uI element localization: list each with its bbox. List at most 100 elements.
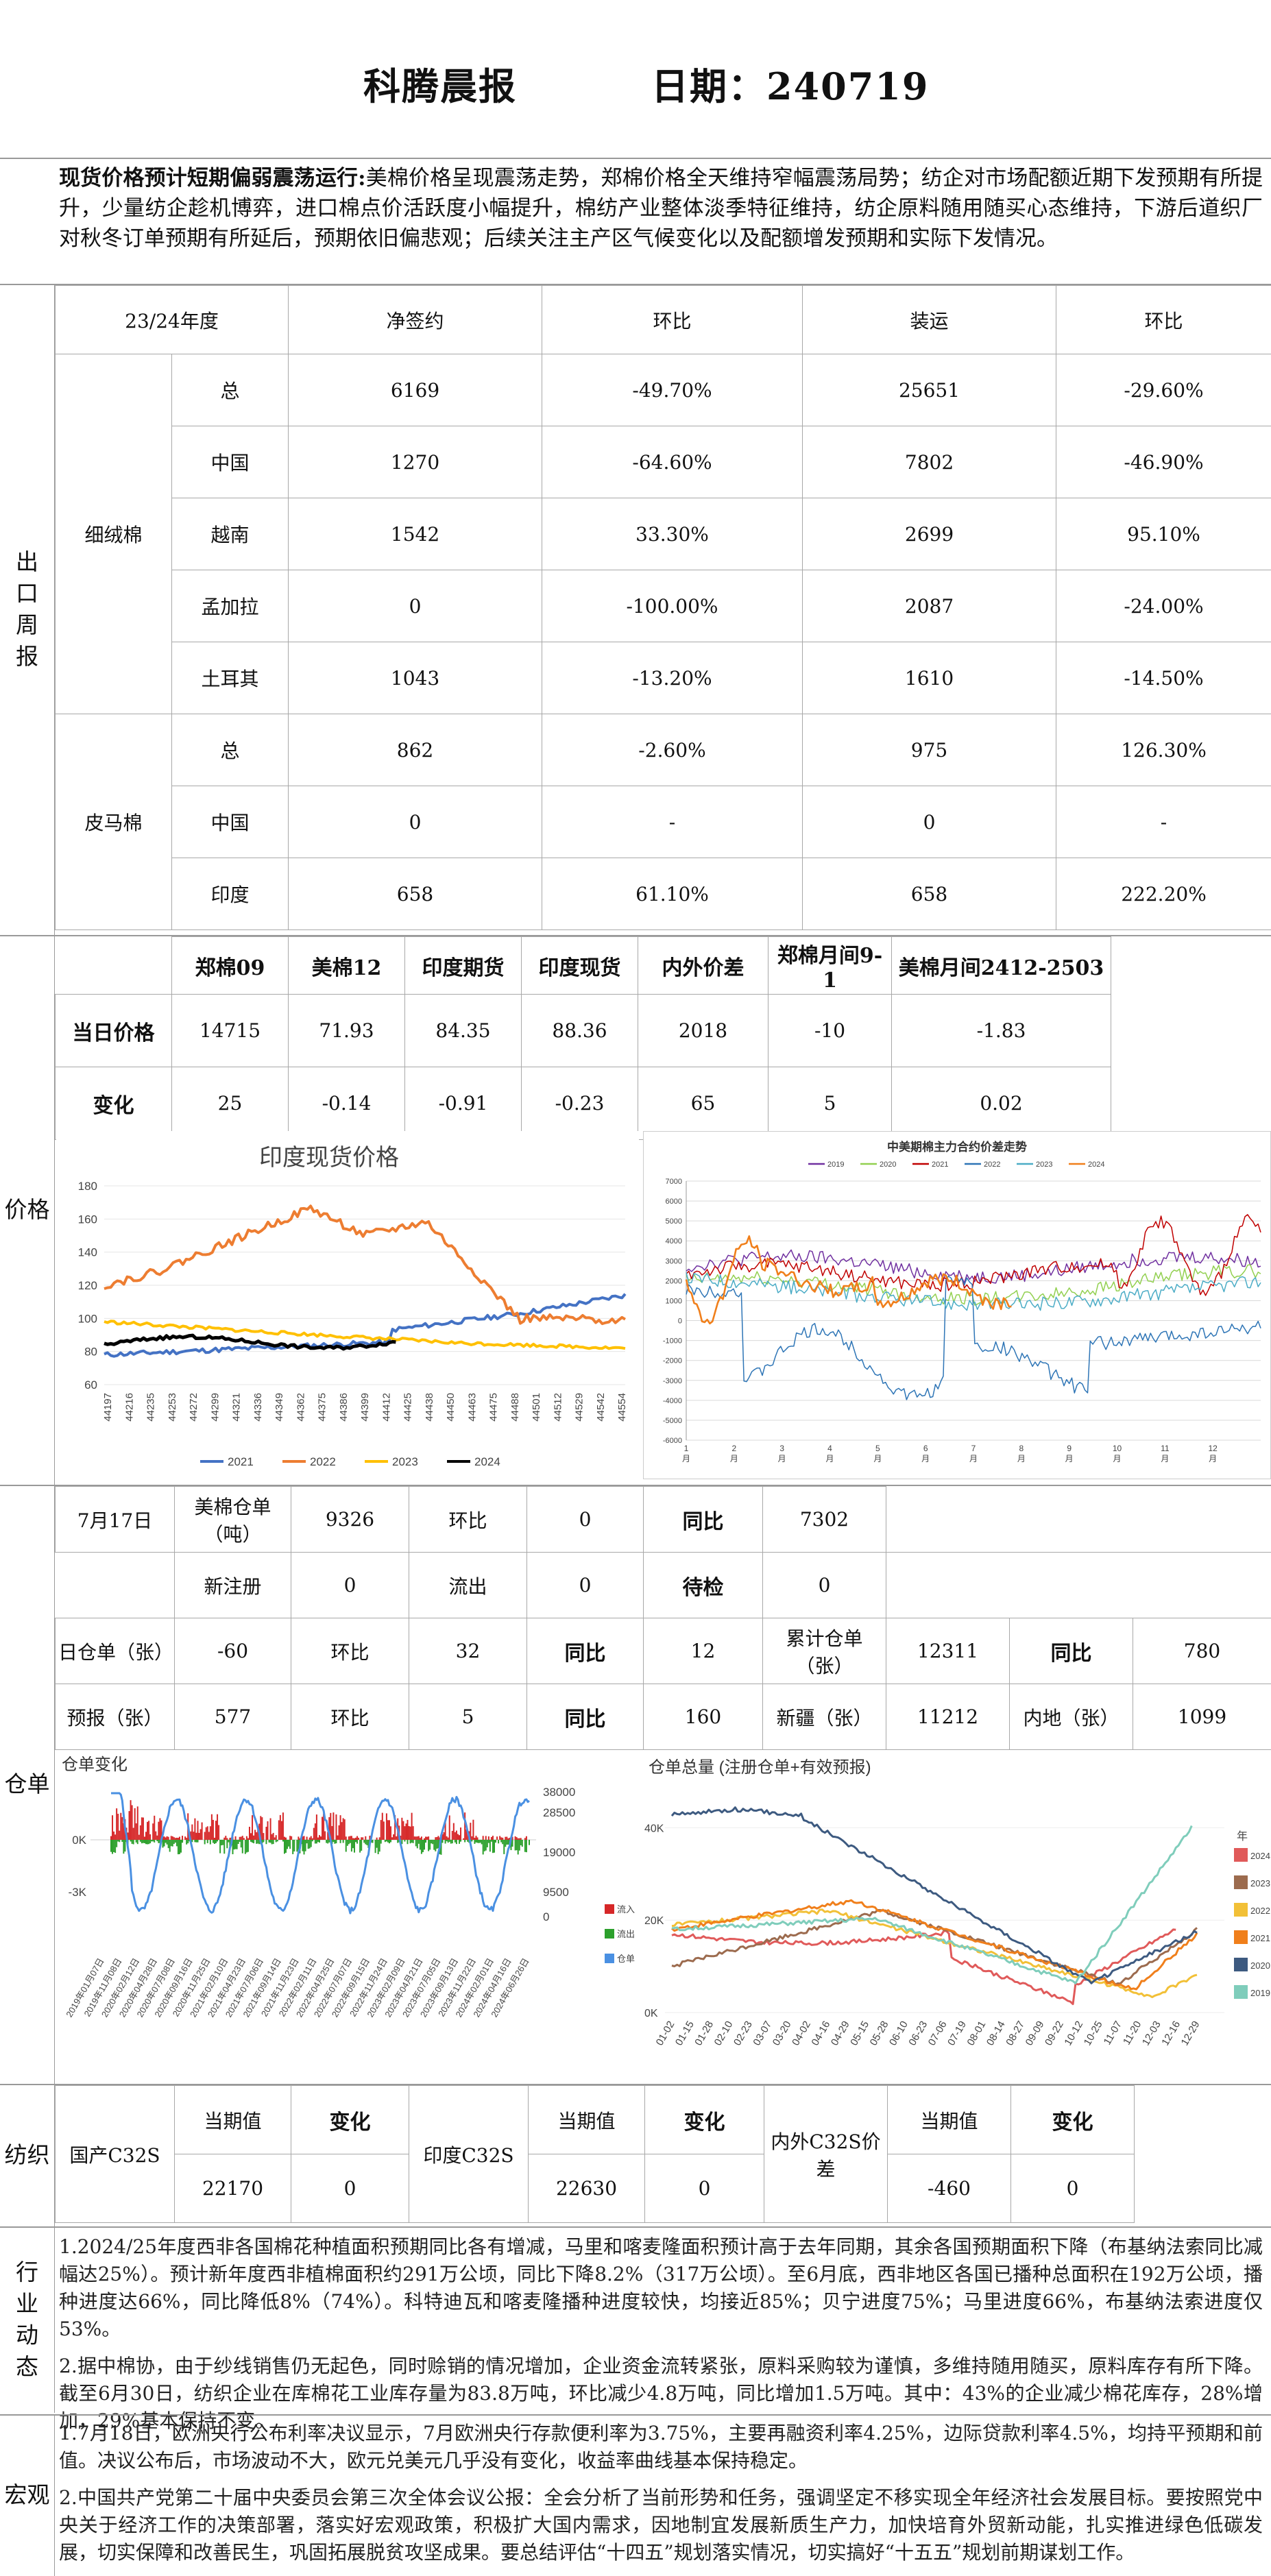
label-india-c32s: 印度C32S (409, 2085, 529, 2223)
tick-label: 05-15 (848, 2019, 871, 2048)
legend-swatch (1234, 1903, 1248, 1917)
cell: - (542, 786, 803, 858)
export-header-ship-chg: 环比 (1056, 285, 1271, 354)
tick-label: 44216 (123, 1393, 135, 1422)
legend-label: 2022 (1250, 1906, 1270, 1916)
tick-label: 20K (644, 1915, 664, 1927)
tick-label: 09-09 (1024, 2019, 1047, 2048)
table-row-region: 中国 (171, 786, 289, 858)
legend-label: 仓单 (617, 1954, 635, 1964)
tick-label: -2000 (663, 1357, 682, 1365)
legend-label: 2021 (228, 1455, 254, 1468)
cell: 222.20% (1056, 858, 1271, 930)
cell: 862 (288, 714, 543, 786)
table-row-region: 总 (171, 714, 289, 786)
tick-label: 6 (923, 1444, 928, 1453)
macro-item: 2.中国共产党第二十届中央委员会第三次全体会议公报：全会分析了当前形势和任务，强… (59, 2486, 1263, 2564)
tick-label: 44463 (466, 1393, 478, 1422)
legend-swatch (1234, 1875, 1248, 1889)
tick-label: 04-16 (810, 2019, 833, 2048)
cell: 0 (1010, 2154, 1135, 2223)
tick-label: 10-12 (1062, 2019, 1085, 2048)
legend-label: 2024 (1088, 1161, 1104, 1169)
series-line-2022 (104, 1204, 627, 1326)
cell: 7302 (762, 1486, 886, 1553)
summary-lead: 现货价格预计短期偏弱震荡运行: (59, 166, 366, 191)
price-header: 美棉月间2412-2503 (891, 936, 1111, 995)
cell: 577 (174, 1684, 291, 1750)
legend-label: 2023 (1250, 1878, 1270, 1888)
cell: 2018 (638, 994, 768, 1067)
cell: 33.30% (542, 498, 803, 570)
legend-label: 2020 (880, 1161, 896, 1169)
cell: 当期值 (174, 2085, 291, 2154)
cell: 25 (171, 1067, 289, 1140)
series-line-2023 (104, 1320, 626, 1350)
legend-swatch (605, 1904, 614, 1914)
table-row-region: 总 (171, 354, 289, 426)
tick-label: 44488 (509, 1393, 521, 1422)
tick-label: 月 (969, 1454, 978, 1463)
tick-label: 7 (971, 1444, 976, 1453)
legend-label: 2023 (1036, 1161, 1052, 1169)
tick-label: 月 (1161, 1454, 1169, 1463)
cell: 1043 (288, 642, 543, 714)
spacer (1135, 2086, 1271, 2223)
tick-label: 10 (1113, 1444, 1122, 1453)
chart-title: 印度现货价格 (259, 1145, 399, 1171)
tick-label: -3K (69, 1886, 87, 1899)
tick-label: 44362 (295, 1393, 306, 1422)
legend-label: 流入 (617, 1904, 635, 1915)
cell: -100.00% (542, 570, 803, 642)
cell: 流出 (409, 1552, 527, 1618)
warehouse-change-svg: 仓单变化 0K-3K38000285001900095000流入流出仓单2019… (62, 1755, 635, 2019)
cell: 变化 (291, 2085, 409, 2154)
cell: 新注册 (174, 1552, 291, 1618)
series-line-2024 (671, 1928, 1176, 2006)
tick-label: 19000 (543, 1846, 575, 1859)
cell: 内地（张） (1009, 1684, 1133, 1750)
legend-swatch (1234, 1958, 1248, 1971)
industry-item: 2.据中棉协，由于纱线销售仍无起色，同时赊销的情况增加，企业资金流转紧张，原料采… (59, 2355, 1263, 2432)
export-table: 23/24年度 净签约 环比 装运 环比 细绒棉 总 6169 -49.70% … (54, 285, 1271, 930)
legend-label: 流出 (617, 1929, 635, 1939)
cell: 新疆（张） (762, 1684, 886, 1750)
spacer (885, 1552, 1271, 1618)
tick-label: 08-27 (1004, 2019, 1027, 2048)
cell: 0 (526, 1552, 644, 1618)
warehouse-table: 7月17日 美棉仓单（吨） 9326 环比 0 同比 7302 新注册 0 流出… (55, 1486, 1271, 1750)
legend-swatch (1234, 1985, 1248, 1999)
tick-label: 7000 (666, 1178, 682, 1186)
report-date: 日期：240719 (651, 64, 930, 108)
tick-label: 44386 (338, 1393, 350, 1422)
cell: 0.02 (891, 1067, 1111, 1140)
india-spot-chart: 印度现货价格 180 160 140 120 100 80 60 44197 44216 4423… (56, 1131, 639, 1479)
series-line-2019 (686, 1249, 1261, 1284)
table-row-region: 土耳其 (171, 642, 289, 714)
series-line-warehouse (111, 1792, 530, 1915)
tick-label: 月 (1017, 1454, 1026, 1463)
cell: 同比 (526, 1618, 644, 1684)
export-header-net-chg: 环比 (542, 285, 803, 354)
divider (0, 2084, 1271, 2085)
group-upland: 细绒棉 (55, 354, 172, 714)
cell: 780 (1132, 1618, 1271, 1684)
cell: 0 (291, 1552, 409, 1618)
cell: 0 (526, 1486, 644, 1553)
tick-label: 44321 (231, 1393, 243, 1422)
tick-label: 月 (682, 1454, 690, 1463)
section-label-industry: 行业动态 (0, 2226, 55, 2413)
label-domestic-c32s: 国产C32S (55, 2085, 175, 2223)
cell: - (1056, 786, 1271, 858)
series-line-2021 (686, 1214, 1261, 1296)
cell: 11212 (886, 1684, 1010, 1750)
textile-table: 国产C32S 当期值 变化 印度C32S 当期值 变化 内外C32S价差 当期值… (55, 2085, 1271, 2223)
cell: 5 (768, 1067, 892, 1140)
legend-label: 2019 (827, 1161, 844, 1169)
cell: -10 (768, 994, 892, 1067)
price-table: 郑棉09 美棉12 印度期货 印度现货 内外价差 郑棉月间9-1 美棉月间241… (55, 936, 1271, 1140)
cell: 变化 (1010, 2085, 1135, 2154)
legend-label: 2023 (392, 1455, 418, 1468)
tick-label: 12-29 (1179, 2019, 1202, 2048)
cell: 25651 (802, 354, 1057, 426)
